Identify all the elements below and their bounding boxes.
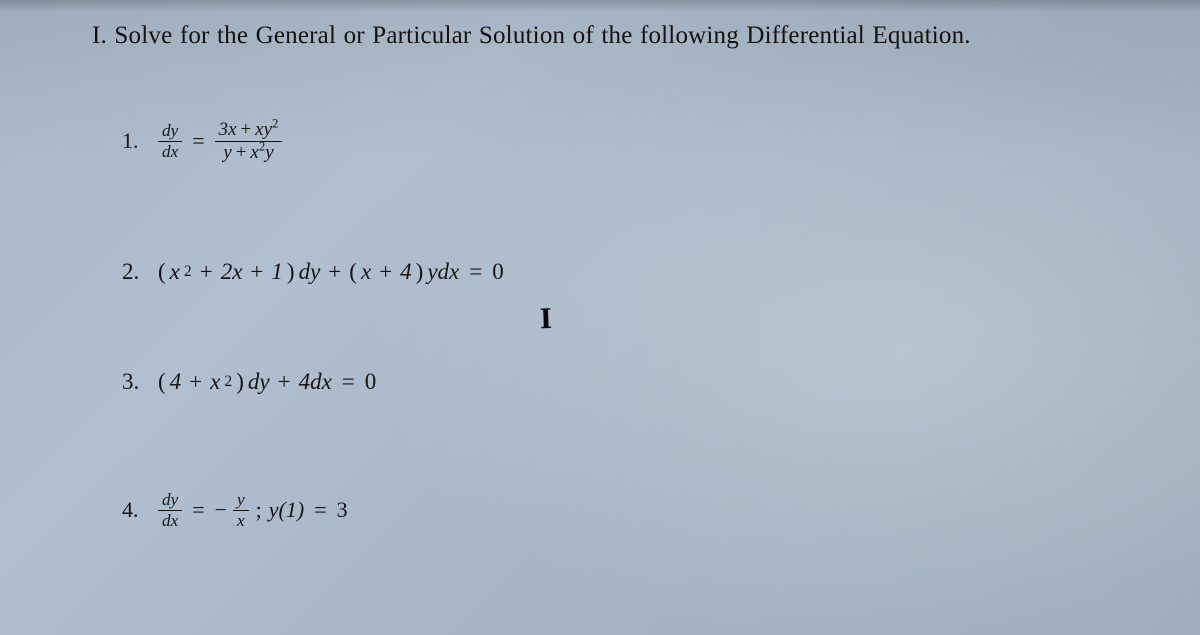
- paren: ): [287, 259, 295, 285]
- frac-numer: y: [233, 491, 249, 509]
- plus: +: [324, 259, 345, 285]
- t: x: [250, 142, 258, 163]
- plus: +: [274, 369, 295, 395]
- paren: (: [158, 369, 166, 395]
- t: x: [210, 369, 220, 395]
- plus: +: [196, 259, 217, 285]
- equals-sign: =: [186, 128, 210, 154]
- frac-denom: x: [233, 512, 249, 530]
- equation-1: dy dx = 3x+xy2 y+x2y: [158, 120, 282, 163]
- t: dy: [299, 259, 321, 285]
- fraction-rhs: 3x+xy2 y+x2y: [215, 120, 283, 163]
- paren: ): [236, 369, 244, 395]
- t: 0: [365, 369, 377, 395]
- paren: ): [416, 259, 424, 285]
- equals-sign: =: [463, 259, 488, 285]
- sup: 2: [272, 117, 278, 131]
- semicolon: ;: [253, 497, 265, 523]
- t: 3: [219, 119, 228, 140]
- frac-denom: dx: [158, 143, 182, 161]
- t: x: [255, 119, 263, 140]
- equals-sign: =: [186, 497, 210, 523]
- paren: (: [349, 259, 357, 285]
- top-crease-shadow: [0, 0, 1200, 12]
- plus: +: [246, 259, 267, 285]
- t: 0: [492, 259, 504, 285]
- t: 1: [271, 259, 283, 285]
- handwritten-mark-I: I: [539, 302, 552, 336]
- worksheet-page: I. Solve for the General or Particular S…: [92, 22, 1160, 530]
- plus: +: [185, 369, 206, 395]
- fraction-dy-dx: dy dx: [158, 122, 182, 161]
- t: 4: [400, 259, 412, 285]
- plus: +: [375, 259, 396, 285]
- frac-numer: 3x+xy2: [215, 120, 283, 140]
- problem-number: 3.: [122, 369, 144, 395]
- frac-denom: dx: [158, 512, 182, 530]
- plus: +: [232, 142, 251, 163]
- section-heading: I. Solve for the General or Particular S…: [92, 22, 1160, 50]
- problem-number: 4.: [122, 497, 144, 523]
- plus: +: [236, 119, 255, 140]
- equals-sign: =: [336, 369, 361, 395]
- equals-sign: =: [308, 497, 332, 523]
- frac-denom: y+x2y: [219, 143, 277, 163]
- equation-3: (4 + x2)dy + 4dx = 0: [158, 369, 376, 395]
- t: x: [170, 259, 180, 285]
- t: x: [361, 259, 371, 285]
- problem-list: 1. dy dx = 3x+xy2 y+x2y: [122, 120, 1160, 530]
- t: ydx: [427, 259, 459, 285]
- fraction-y-x: y x: [233, 491, 249, 530]
- minus-sign: −: [215, 497, 229, 523]
- equation-2: (x2 + 2x + 1)dy + (x + 4)ydx = 0: [158, 259, 504, 285]
- problem-1: 1. dy dx = 3x+xy2 y+x2y: [122, 120, 1160, 163]
- problem-number: 1.: [122, 128, 144, 154]
- t: y: [264, 119, 272, 140]
- problem-number: 2.: [122, 259, 144, 285]
- problem-3: 3. (4 + x2)dy + 4dx = 0: [122, 369, 1160, 395]
- t: y: [265, 142, 273, 163]
- fraction-dy-dx: dy dx: [158, 491, 182, 530]
- problem-2: 2. (x2 + 2x + 1)dy + (x + 4)ydx = 0: [122, 259, 1160, 285]
- initial-condition-lhs: y(1): [269, 497, 304, 523]
- t: dy: [248, 369, 270, 395]
- frac-numer: dy: [158, 122, 182, 140]
- paren: (: [158, 259, 166, 285]
- t: y: [223, 142, 231, 163]
- problem-4: 4. dy dx = − y x ; y(1) = 3: [122, 491, 1160, 530]
- t: 4dx: [299, 369, 332, 395]
- t: 2x: [221, 259, 243, 285]
- initial-condition-rhs: 3: [337, 497, 348, 523]
- t: 4: [170, 369, 182, 395]
- equation-4: dy dx = − y x ; y(1) = 3: [158, 491, 348, 530]
- frac-numer: dy: [158, 491, 182, 509]
